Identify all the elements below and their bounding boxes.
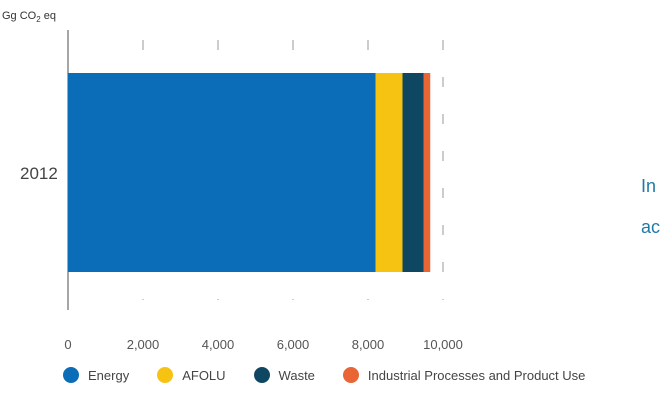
legend-swatch (342, 367, 359, 383)
side-text-line-1: In (641, 176, 657, 196)
bars (68, 73, 431, 272)
side-text-line-2: ac (641, 217, 661, 237)
x-tick-label: 0 (64, 337, 71, 352)
bar-segment-energy (68, 73, 376, 272)
bar-segment-afolu (375, 73, 403, 272)
legend-label: Waste (278, 367, 315, 383)
legend-item: Energy (63, 367, 129, 383)
category-labels: 2012 (20, 164, 58, 183)
legend: Energy AFOLU Waste Industrial Processes and… (63, 366, 613, 384)
legend-label: Energy (88, 367, 130, 383)
x-tick-label: 6,000 (277, 337, 310, 352)
x-tick-label: 2,000 (127, 337, 160, 352)
legend-swatch (253, 367, 270, 383)
legend-label: AFOLU (182, 367, 226, 383)
y-axis-unit-label: Gg CO2 eq (2, 10, 56, 24)
legend-swatch (157, 367, 174, 383)
legend-item: AFOLU (157, 367, 226, 383)
bar-segment-industrial-processes-and-product-use (423, 73, 431, 272)
x-tick-label: 10,000 (423, 337, 463, 352)
legend-item: Waste (253, 367, 315, 383)
x-tick-label: 4,000 (202, 337, 235, 352)
legend-swatch (63, 367, 79, 383)
legend-label: Industrial Processes and Product Use (367, 367, 586, 383)
bar-segment-waste (402, 73, 424, 272)
x-tick-label: 8,000 (352, 337, 385, 352)
category-label: 2012 (20, 164, 58, 183)
x-tick-labels: 0 2,000 4,000 6,000 8,000 10,000 (64, 337, 463, 352)
legend-item: Industrial Processes and Product Use (342, 367, 586, 383)
